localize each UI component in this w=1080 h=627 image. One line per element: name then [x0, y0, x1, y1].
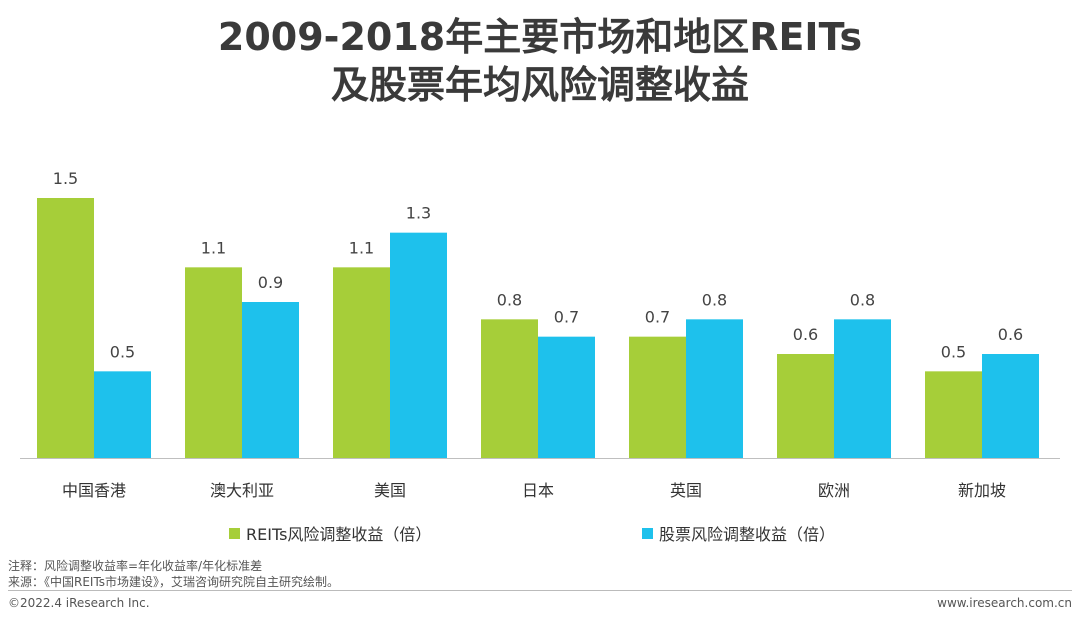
- x-tick-label-0: 中国香港: [62, 481, 126, 500]
- bar-reits-3: [481, 319, 538, 458]
- x-tick-label-5: 欧洲: [818, 481, 850, 500]
- data-label-stocks-1: 0.9: [258, 273, 283, 292]
- bar-stocks-0: [94, 371, 151, 458]
- footer-copyright: ©2022.4 iResearch Inc.: [8, 596, 150, 610]
- legend-item-stocks: 股票风险调整收益（倍）: [642, 521, 835, 545]
- legend-label-reits: REITs风险调整收益（倍）: [246, 525, 432, 544]
- bar-stocks-1: [242, 302, 299, 458]
- chart-note: 注释：风险调整收益率=年化收益率/年化标准差: [8, 559, 263, 573]
- data-label-stocks-2: 1.3: [406, 204, 431, 223]
- data-label-stocks-4: 0.8: [702, 290, 727, 309]
- x-tick-label-3: 日本: [522, 481, 554, 500]
- bar-reits-1: [185, 267, 242, 458]
- bar-reits-4: [629, 336, 686, 458]
- footer-divider: [8, 590, 1072, 591]
- data-label-reits-2: 1.1: [349, 238, 374, 257]
- legend-item-reits: REITs风险调整收益（倍）: [229, 521, 431, 545]
- bar-reits-2: [333, 267, 390, 458]
- chart-source: 来源：《中国REITs市场建设》，艾瑞咨询研究院自主研究绘制。: [8, 575, 340, 589]
- data-label-reits-5: 0.6: [793, 325, 818, 344]
- footer-website[interactable]: www.iresearch.com.cn: [937, 596, 1072, 610]
- x-tick-label-4: 英国: [670, 481, 702, 500]
- bar-stocks-6: [982, 354, 1039, 458]
- bar-stocks-4: [686, 319, 743, 458]
- data-label-stocks-3: 0.7: [554, 308, 579, 327]
- bar-stocks-5: [834, 319, 891, 458]
- legend-swatch-reits: [229, 527, 240, 539]
- data-label-reits-0: 1.5: [53, 169, 78, 188]
- data-label-reits-3: 0.8: [497, 290, 522, 309]
- bar-stocks-2: [390, 232, 447, 458]
- data-label-stocks-0: 0.5: [110, 342, 135, 361]
- data-label-reits-4: 0.7: [645, 308, 670, 327]
- x-tick-label-6: 新加坡: [958, 481, 1006, 500]
- bar-reits-5: [777, 354, 834, 458]
- bar-reits-0: [37, 198, 94, 458]
- data-label-reits-1: 1.1: [201, 238, 226, 257]
- chart-title-line-1: 2009-2018年主要市场和地区REITs: [217, 15, 863, 59]
- bar-reits-6: [925, 371, 982, 458]
- data-label-stocks-5: 0.8: [850, 290, 875, 309]
- bar-stocks-3: [538, 336, 595, 458]
- data-label-stocks-6: 0.6: [998, 325, 1023, 344]
- x-tick-label-1: 澳大利亚: [210, 481, 274, 500]
- legend-label-stocks: 股票风险调整收益（倍）: [659, 525, 836, 544]
- x-tick-label-2: 美国: [374, 481, 406, 500]
- chart-title-line-2: 及股票年均风险调整收益: [330, 63, 749, 107]
- legend-swatch-stocks: [642, 527, 653, 539]
- data-label-reits-6: 0.5: [941, 342, 966, 361]
